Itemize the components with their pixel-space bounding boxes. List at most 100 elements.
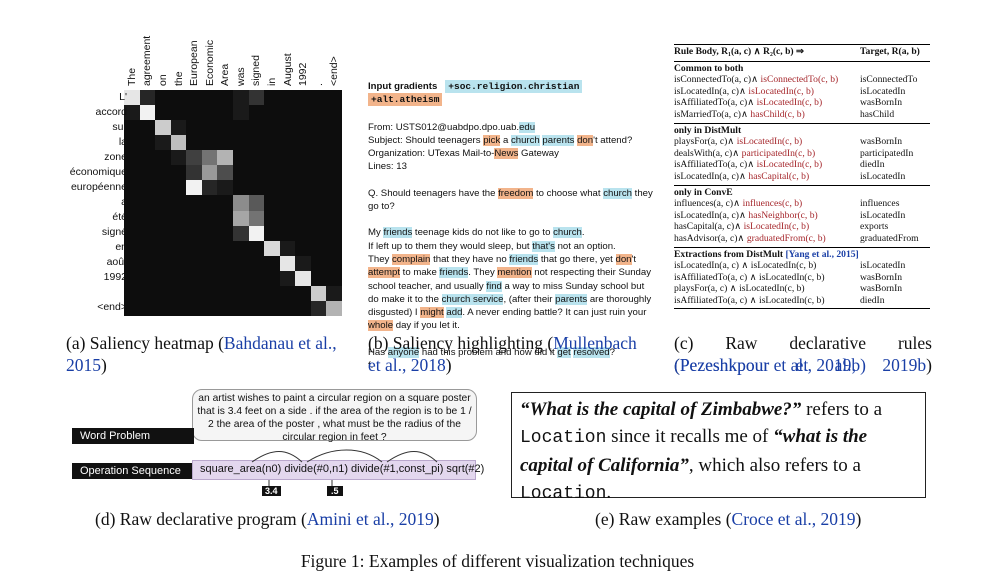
citation-link[interactable]: Pezeshkpour et al., 2019b (679, 355, 927, 375)
table-rule (674, 247, 930, 248)
heatmap-cell (248, 255, 265, 272)
heatmap-cell (279, 135, 296, 151)
heatmap-cell (233, 150, 250, 166)
citation-link[interactable]: Mullenbach et al., 2018 (368, 333, 637, 375)
heatmap-cell (170, 105, 187, 121)
table-row: isConnectedTo(a, c)∧ isConnectedTo(c, b)… (674, 74, 918, 86)
caption-a: (a) Saliency heatmap (Bahdanau et al., 2… (66, 333, 337, 375)
heatmap-cell (264, 105, 281, 121)
heatmap-cell (155, 210, 172, 227)
section-title: only in DistMult (674, 125, 742, 136)
heatmap-cell (155, 285, 172, 302)
heatmap-cell (295, 195, 312, 212)
heatmap-cell (217, 150, 234, 166)
citation-link[interactable]: Bahdanau et al., 2015 (66, 333, 337, 375)
heatmap-cell (310, 240, 327, 257)
argument-value-1: 3.4 (262, 486, 281, 496)
heatmap-cell (155, 90, 172, 106)
heatmap-cell (155, 195, 172, 212)
heatmap-cell (186, 105, 203, 121)
legend: Input gradients +soc.religion.christian … (368, 80, 658, 107)
heatmap-cell (295, 225, 312, 242)
heatmap-cell (217, 300, 234, 317)
citation-link[interactable]: Amini et al., 2019 (306, 509, 434, 529)
heatmap-cell (155, 300, 172, 317)
heatmap-cell (186, 90, 203, 106)
table-row: isLocatedIn(a, c) ∧ isLocatedIn(c, b) isL… (674, 260, 906, 272)
heatmap-cell (295, 285, 312, 302)
heatmap-cell (170, 135, 187, 151)
heatmap-cell (201, 270, 218, 287)
heatmap-cell (186, 225, 203, 242)
heatmap-cell (326, 270, 343, 287)
raw-example-box: “What is the capital of Zimbabwe?” refer… (511, 392, 926, 504)
citation-link[interactable]: Croce et al., 2019 (731, 509, 856, 529)
target-token: accord (95, 105, 127, 118)
heatmap-cell (295, 210, 312, 227)
heatmap-cell (264, 300, 281, 317)
heatmap-cell (155, 120, 172, 136)
heatmap-cell (170, 270, 187, 287)
table-rule (674, 185, 930, 186)
heatmap-cell (124, 210, 141, 227)
heatmap-cell (233, 210, 250, 227)
heatmap-cell (186, 300, 203, 317)
heatmap-cell (201, 90, 218, 106)
heatmap-cell (217, 270, 234, 287)
heatmap-cell (295, 150, 312, 166)
heatmap-cell (310, 225, 327, 242)
heatmap-cell (279, 120, 296, 136)
caption-c-line2: (Pezeshkpour et al., 2019b) (674, 355, 866, 375)
heatmap-cell (201, 165, 218, 181)
table-row: isMarriedTo(a, c)∧ hasChild(c, b) hasChil… (674, 108, 895, 120)
heatmap-cell (310, 285, 327, 302)
target-token: économique (69, 165, 127, 178)
target-token: <end> (97, 301, 127, 314)
heatmap-cell (155, 255, 172, 272)
heatmap-cell (248, 195, 265, 212)
source-token: the (172, 71, 185, 86)
source-token: . (312, 83, 325, 86)
table-row: hasAdvisor(a, c)∧ graduatedFrom(c, b) gra… (674, 232, 919, 244)
heatmap-cell (233, 165, 250, 181)
table-row: isAffiliatedTo(a, c)∧ isLocatedIn(c, b) w… (674, 97, 903, 109)
heatmap-cell (170, 285, 187, 302)
heatmap-cell (186, 285, 203, 302)
heatmap-cell (279, 210, 296, 227)
heatmap-cell (124, 120, 141, 136)
heatmap-cell (155, 105, 172, 121)
saliency-highlight-panel: Input gradients +soc.religion.christian … (368, 80, 658, 372)
heatmap-cell (139, 195, 156, 212)
heatmap-cell (124, 180, 141, 196)
table-header: Rule Body, R₁(a, c) ∧ R₂(c, b) ⇒ Target, … (674, 46, 920, 57)
heatmap-cell (310, 90, 327, 106)
heatmap-cell (155, 240, 172, 257)
heatmap-cell (186, 135, 203, 151)
caption-b: (b) Saliency highlighting (Mullenbach et… (368, 333, 637, 375)
heatmap-cell (233, 285, 250, 302)
heatmap-cell (326, 90, 343, 106)
heatmap-cell (279, 255, 296, 272)
target-token: 1992 (103, 271, 127, 284)
heatmap-cell (279, 240, 296, 257)
heatmap-cell (326, 105, 343, 121)
heatmap-cell (248, 120, 265, 136)
heatmap-cell (124, 285, 141, 302)
operation-links (251, 449, 438, 487)
heatmap-cell (326, 240, 343, 257)
heatmap-cell (124, 150, 141, 166)
heatmap-cell (310, 105, 327, 121)
heatmap-cell (326, 135, 343, 151)
heatmap-cell (155, 135, 172, 151)
heatmap-cell (233, 135, 250, 151)
heatmap-cell (124, 240, 141, 257)
heatmap-cell (295, 105, 312, 121)
heatmap-cell (248, 135, 265, 151)
heatmap-cell (217, 165, 234, 181)
source-token: Economic (203, 39, 216, 86)
heatmap-cell (310, 270, 327, 287)
target-token: août (106, 256, 127, 269)
target-token: européenne (70, 180, 127, 193)
heatmap-cell (186, 210, 203, 227)
source-token: August (281, 53, 294, 86)
